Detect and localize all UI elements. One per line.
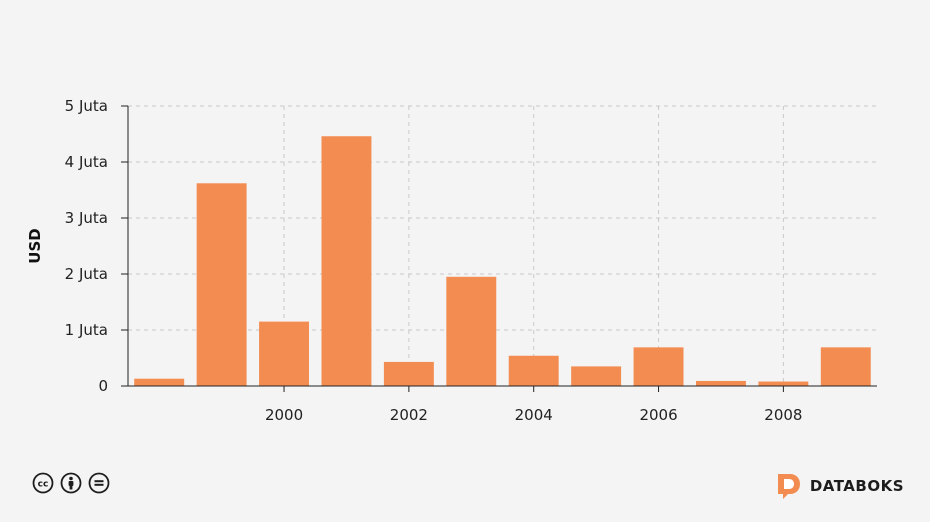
bar-2001 [321,136,372,386]
brand-logo: DATABOKS [776,472,904,500]
x-tick-label: 2002 [390,406,428,424]
chart-bars [134,136,871,386]
y-tick-label: 3 Juta [65,209,108,227]
bar-2002 [383,361,434,386]
databoks-logo-icon [777,474,800,499]
chart-ticks: 0 1 Juta 2 Juta 3 Juta 4 Juta 5 Juta 2000 2002 2… [65,97,803,424]
bar-2003 [446,276,497,386]
x-tick-label: 2008 [764,406,802,424]
bar-2007 [695,380,746,386]
bar-1999 [196,183,247,386]
y-tick-label: 5 Juta [65,97,108,115]
creative-commons-icon: cc [32,472,54,494]
y-tick-label: 4 Juta [65,153,108,171]
y-tick-label: 1 Juta [65,321,108,339]
chart-axes [121,105,877,392]
bar-2000 [259,321,310,386]
no-derivatives-icon [88,472,110,494]
brand-name: DATABOKS [809,477,904,495]
x-tick-label: 2000 [265,406,303,424]
y-tick-label: 0 [98,377,108,395]
svg-text:cc: cc [38,480,49,490]
license-icons: cc [32,472,110,494]
attribution-icon [60,472,82,494]
bar-2009 [820,347,871,386]
bar-2004 [508,355,559,386]
bar-2008 [758,381,809,386]
x-tick-label: 2006 [639,406,677,424]
bar-2005 [571,366,622,386]
bar-2006 [633,347,684,386]
bar-1998 [134,378,185,386]
y-tick-label: 2 Juta [65,265,108,283]
y-axis-label: USD [26,228,44,263]
x-tick-label: 2004 [515,406,553,424]
